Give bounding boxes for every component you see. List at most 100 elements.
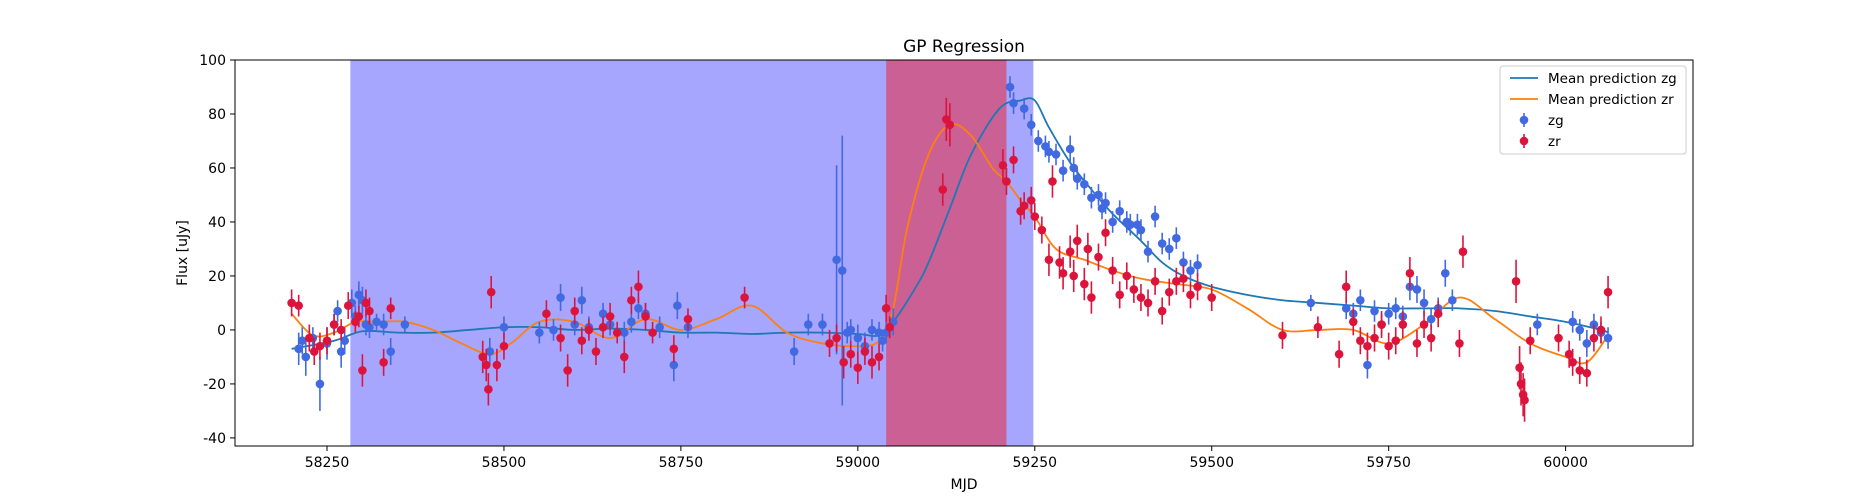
point-zg	[1384, 309, 1393, 319]
point-zg	[1143, 247, 1153, 256]
point-zr	[329, 320, 339, 329]
legend-label-mean-prediction-zg: Mean prediction zg	[1548, 71, 1677, 87]
point-zg	[297, 336, 307, 346]
point-zr	[343, 301, 353, 310]
point-zg	[1136, 225, 1146, 235]
point-zg	[1448, 295, 1457, 305]
point-zg	[1072, 174, 1082, 184]
point-zg	[1069, 163, 1079, 173]
point-zr	[1065, 247, 1075, 256]
point-zg	[673, 301, 682, 310]
point-zr	[641, 312, 650, 321]
point-zg	[1419, 298, 1429, 308]
point-zr	[1058, 268, 1068, 278]
x-axis: 58250 58500 58750 59000 59250 59500 59750 60000	[305, 446, 1588, 471]
point-zg	[832, 255, 841, 265]
point-zr	[379, 358, 388, 367]
point-zg	[1568, 317, 1577, 327]
point-zg	[1186, 266, 1195, 275]
point-zr	[1115, 290, 1125, 300]
x-tick-label: 59250	[1013, 455, 1058, 471]
point-zg	[294, 344, 303, 354]
series-zr	[287, 97, 1613, 422]
point-zr	[1348, 317, 1358, 327]
y-axis: -40 -20 0 20 40 60 80 100	[199, 53, 235, 447]
point-zg	[634, 304, 643, 313]
point-zg	[1426, 314, 1436, 324]
point-zr	[1150, 277, 1160, 286]
point-zg	[570, 320, 580, 329]
point-zr	[1426, 333, 1436, 343]
y-tick-label: 100	[199, 53, 226, 69]
point-zg	[878, 336, 887, 346]
point-zg	[1575, 325, 1585, 335]
y-tick-label: -20	[203, 377, 226, 393]
point-zr	[1037, 225, 1047, 235]
plot-frame	[234, 59, 1694, 447]
shaded-region-0	[350, 60, 1034, 446]
point-zr	[478, 352, 488, 362]
point-zr	[1596, 325, 1606, 335]
point-zg	[1115, 206, 1125, 216]
point-zg	[1009, 98, 1018, 108]
point-zr	[1207, 293, 1217, 302]
point-zg	[365, 322, 374, 332]
point-zg	[1582, 339, 1592, 348]
point-zr	[1603, 287, 1613, 297]
x-axis-label: MJD	[951, 477, 978, 493]
point-zr	[1157, 306, 1167, 316]
point-zg	[315, 379, 325, 389]
point-zr	[563, 366, 572, 375]
point-zg	[1094, 190, 1103, 200]
point-zg	[669, 360, 679, 370]
point-zr	[499, 341, 509, 351]
point-zr	[885, 322, 894, 332]
point-zr	[1044, 255, 1054, 265]
point-zg	[1172, 233, 1181, 243]
point-zg	[386, 347, 396, 356]
point-zr	[287, 298, 296, 308]
point-zg	[655, 322, 664, 332]
point-zr	[481, 360, 491, 370]
point-zr	[1341, 282, 1351, 292]
point-zg	[1164, 244, 1174, 254]
point-zr	[1048, 177, 1057, 186]
point-zr	[336, 325, 346, 335]
point-zr	[1405, 268, 1415, 278]
point-zg	[485, 347, 495, 356]
point-zr	[740, 293, 749, 302]
y-tick-label: 40	[208, 215, 226, 231]
point-zr	[1072, 236, 1082, 246]
legend-label-zr: zr	[1548, 134, 1561, 150]
point-zr	[1164, 287, 1174, 297]
point-zr	[1087, 293, 1096, 302]
point-zg	[556, 293, 565, 302]
point-zr	[1122, 271, 1132, 281]
point-zg	[874, 328, 884, 337]
legend: Mean prediction zg Mean prediction zr zg zr	[1499, 65, 1687, 155]
point-zg	[1440, 268, 1450, 278]
point-zr	[484, 385, 493, 394]
point-zg	[818, 320, 827, 329]
point-zr	[1083, 244, 1093, 254]
x-tick-label: 59500	[1189, 455, 1234, 471]
point-zr	[1568, 358, 1577, 367]
point-zg	[333, 306, 342, 316]
x-tick-label: 60000	[1543, 455, 1588, 471]
point-zr	[1564, 349, 1574, 359]
point-zr	[315, 341, 325, 351]
point-zr	[1313, 322, 1323, 332]
point-zr	[1009, 155, 1018, 165]
point-zg	[336, 347, 346, 356]
point-zr	[1511, 277, 1521, 286]
y-tick-label: 20	[208, 269, 226, 285]
point-zr	[1069, 271, 1079, 281]
point-zr	[1356, 336, 1365, 346]
point-zr	[542, 309, 551, 319]
point-zg	[1356, 295, 1365, 305]
point-zg	[1101, 198, 1110, 208]
legend-swatch-zg	[1519, 115, 1529, 125]
point-zr	[998, 160, 1008, 170]
point-zr	[1398, 320, 1408, 329]
point-zg	[1179, 258, 1188, 267]
